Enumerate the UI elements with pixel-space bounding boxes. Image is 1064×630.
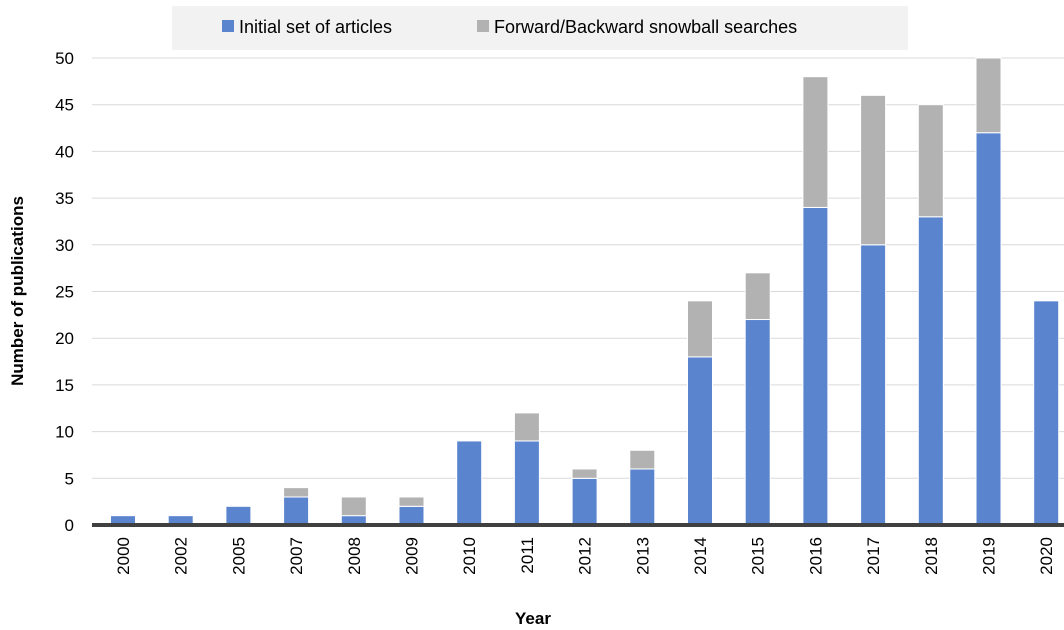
legend-label-initial: Initial set of articles <box>239 17 392 37</box>
bar-initial-set-of-articles-2012 <box>571 477 598 526</box>
y-tick-label: 50 <box>55 49 74 68</box>
x-tick-label: 2015 <box>749 537 768 575</box>
y-tick-label: 30 <box>55 236 74 255</box>
x-tick-label: 2008 <box>345 537 364 575</box>
bar-forward-backward-snowball-searches-2016 <box>802 76 829 208</box>
bar-initial-set-of-articles-2018 <box>917 216 944 526</box>
bar-initial-set-of-articles-2010 <box>456 440 483 526</box>
bar-forward-backward-snowball-searches-2017 <box>860 94 887 246</box>
bar-forward-backward-snowball-searches-2008 <box>340 496 367 517</box>
bars <box>92 57 1064 527</box>
y-tick-label: 35 <box>55 189 74 208</box>
x-tick-label: 2012 <box>576 537 595 575</box>
bar-forward-backward-snowball-searches-2014 <box>687 300 713 358</box>
bar-forward-backward-snowball-searches-2007 <box>283 487 310 498</box>
legend-label-snowball: Forward/Backward snowball searches <box>494 17 797 37</box>
x-tick-label: 2013 <box>633 537 652 575</box>
y-axis-ticks: 0 5 10 15 20 25 30 35 40 45 50 <box>55 49 74 535</box>
bar-forward-backward-snowball-searches-2013 <box>629 449 656 470</box>
x-tick-label: 2005 <box>229 537 248 575</box>
bar-initial-set-of-articles-2016 <box>802 206 829 526</box>
x-tick-label: 2007 <box>287 537 306 575</box>
legend-swatch-initial <box>222 20 234 32</box>
bar-forward-backward-snowball-searches-2012 <box>571 468 598 479</box>
gridlines <box>92 57 1064 479</box>
bar-initial-set-of-articles-2015 <box>744 319 771 526</box>
bar-initial-set-of-articles-2017 <box>860 244 887 526</box>
bar-initial-set-of-articles-2019 <box>975 132 1002 526</box>
x-tick-label: 2019 <box>980 537 999 575</box>
x-tick-label: 2009 <box>403 537 422 575</box>
bar-initial-set-of-articles-2005 <box>225 505 252 526</box>
y-tick-label: 40 <box>55 142 74 161</box>
x-tick-label: 2014 <box>691 537 710 575</box>
x-tick-label: 2000 <box>114 537 133 575</box>
x-tick-label: 2010 <box>460 537 479 575</box>
bar-forward-backward-snowball-searches-2019 <box>975 57 1002 134</box>
bar-initial-set-of-articles-2007 <box>283 496 310 526</box>
bar-forward-backward-snowball-searches-2009 <box>398 496 425 507</box>
bar-forward-backward-snowball-searches-2011 <box>513 412 540 442</box>
bar-initial-set-of-articles-2009 <box>398 505 425 526</box>
x-tick-label: 2016 <box>806 537 825 575</box>
y-tick-label: 15 <box>55 376 74 395</box>
y-tick-label: 25 <box>55 283 74 302</box>
bar-initial-set-of-articles-2013 <box>629 468 656 526</box>
y-axis-title: Number of publications <box>8 196 27 386</box>
x-axis-ticks: 2000 2002 2005 2007 2008 2009 2010 2011 2012 2013… <box>114 537 1056 575</box>
y-tick-label: 0 <box>65 516 74 535</box>
bar-initial-set-of-articles-2020 <box>1033 300 1060 526</box>
chart-legend: Initial set of articles Forward/Backward… <box>172 6 908 50</box>
x-axis-title: Year <box>515 609 551 628</box>
x-tick-label: 2011 <box>518 537 537 574</box>
y-tick-label: 10 <box>55 423 74 442</box>
bar-forward-backward-snowball-searches-2018 <box>917 104 944 218</box>
bar-initial-set-of-articles-2011 <box>513 440 540 526</box>
bar-initial-set-of-articles-2014 <box>687 356 713 526</box>
x-tick-label: 2020 <box>1037 537 1056 575</box>
y-tick-label: 45 <box>55 96 74 115</box>
legend-swatch-snowball <box>477 20 489 32</box>
y-tick-label: 20 <box>55 329 74 348</box>
x-tick-label: 2018 <box>922 537 941 575</box>
y-tick-label: 5 <box>65 469 74 488</box>
legend-background <box>172 6 908 50</box>
x-tick-label: 2002 <box>172 537 191 575</box>
bar-forward-backward-snowball-searches-2015 <box>744 272 771 321</box>
x-tick-label: 2017 <box>864 537 883 575</box>
